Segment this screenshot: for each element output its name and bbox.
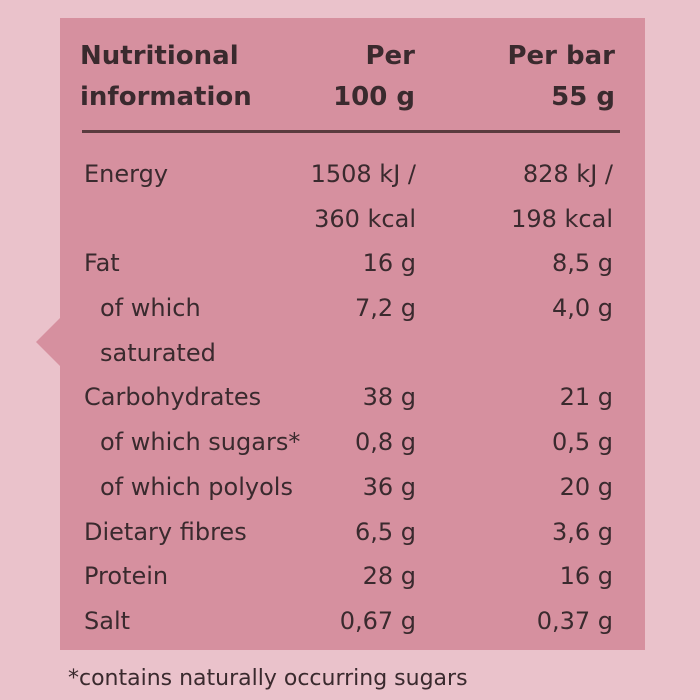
nutrient-label: Salt: [84, 606, 131, 635]
header-label: Nutritional information: [80, 36, 252, 118]
nutrition-panel: [60, 18, 645, 650]
value-per-bar: 0,5 g: [551, 428, 613, 457]
value-per-bar: 8,5 g: [551, 249, 613, 278]
value-per-bar: 828 kJ /: [522, 160, 613, 188]
value-per-100g: 7,2 g: [354, 294, 416, 323]
nutrient-label: Dietary fibres: [84, 517, 247, 546]
value-per-100g: 0,8 g: [354, 428, 416, 457]
nutrient-label: Protein: [84, 562, 169, 591]
value-per-bar: 4,0 g: [551, 294, 613, 323]
value-per-100g: 1508 kJ /: [310, 160, 416, 188]
nutrient-label: Energy: [84, 160, 169, 188]
table-row: of which sugars* 0,8 g 0,5 g: [0, 420, 700, 465]
value-per-bar: 0,37 g: [536, 606, 613, 635]
table-row: of which 7,2 g 4,0 g: [0, 286, 700, 331]
value-per-bar: 16 g: [559, 562, 613, 591]
value-per-100g: 16 g: [362, 249, 416, 278]
table-row: Energy 1508 kJ / 828 kJ /: [0, 152, 700, 197]
value-per-bar: 20 g: [559, 472, 613, 501]
table-row: of which polyols 36 g 20 g: [0, 465, 700, 510]
nutrient-label: of which sugars*: [100, 428, 301, 457]
table-row: Salt 0,67 g 0,37 g: [0, 599, 700, 644]
header-per-100g-line-2: 100 g: [333, 82, 415, 112]
header-divider: [82, 130, 620, 133]
value-per-bar: 198 kcal: [511, 204, 613, 233]
value-per-100g: 360 kcal: [314, 204, 416, 233]
value-per-100g: 28 g: [362, 562, 416, 591]
header-per-bar: Per bar 55 g: [460, 36, 615, 118]
footnote: *contains naturally occurring sugars: [68, 666, 468, 691]
nutrient-label: of which polyols: [100, 472, 293, 501]
panel-pointer: [36, 318, 60, 366]
table-row: Carbohydrates 38 g 21 g: [0, 375, 700, 420]
nutrient-label: Fat: [84, 249, 120, 278]
table-row: Dietary fibres 6,5 g 3,6 g: [0, 510, 700, 555]
value-per-100g: 38 g: [362, 383, 416, 412]
value-per-100g: 6,5 g: [354, 517, 416, 546]
table-row: 360 kcal 198 kcal: [0, 197, 700, 242]
header-per-bar-line-2: 55 g: [551, 82, 615, 112]
value-per-100g: 0,67 g: [339, 606, 416, 635]
header-per-100g-line-1: Per: [365, 41, 415, 71]
nutrition-table: Energy 1508 kJ / 828 kJ / 360 kcal 198 k…: [0, 152, 700, 644]
nutrient-label: Carbohydrates: [84, 383, 262, 412]
value-per-bar: 21 g: [559, 383, 613, 412]
header-per-bar-line-1: Per bar: [507, 41, 615, 71]
header-per-100g: Per 100 g: [290, 36, 415, 118]
value-per-100g: 36 g: [362, 472, 416, 501]
header-label-line-2: information: [80, 82, 252, 112]
value-per-bar: 3,6 g: [551, 517, 613, 546]
table-row: Fat 16 g 8,5 g: [0, 241, 700, 286]
table-row: Protein 28 g 16 g: [0, 554, 700, 599]
nutrient-label: of which: [100, 294, 201, 323]
header-label-line-1: Nutritional: [80, 41, 239, 71]
nutrient-label: saturated: [100, 338, 216, 367]
table-row: saturated: [0, 331, 700, 376]
